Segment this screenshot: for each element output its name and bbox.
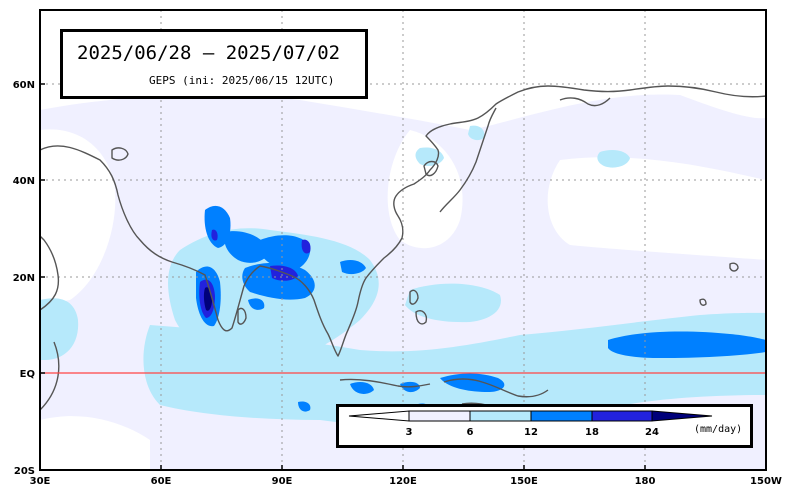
- x-tick-label: 60E: [151, 476, 172, 487]
- model-init: GEPS (ini: 2025/06/15 12UTC): [149, 74, 335, 87]
- x-tick-labels: 30E 60E 90E 120E 150E 180 150W: [30, 476, 782, 487]
- legend-unit: (mm/day): [694, 424, 743, 435]
- colorbar: [348, 410, 713, 422]
- x-tick-label: 120E: [389, 476, 417, 487]
- tick-marks: [39, 83, 767, 471]
- y-tick-label: 20N: [13, 273, 35, 284]
- y-tick-labels: 60N 40N 20N EQ 20S: [13, 80, 35, 477]
- legend-level-label: 24: [645, 427, 659, 438]
- y-tick-label: 40N: [13, 176, 35, 187]
- x-tick-label: 150W: [750, 476, 782, 487]
- colorbar-bin-18-24: [591, 410, 653, 422]
- legend-level-label: 12: [524, 427, 538, 438]
- colorbar-upper-arrow: [651, 410, 713, 422]
- precip-field: [40, 10, 766, 470]
- colorbar-legend: 3 6 12 18 24 (mm/day): [336, 404, 753, 448]
- colorbar-lower-arrow: [348, 410, 410, 422]
- colorbar-bin-6-12: [469, 410, 532, 422]
- coastlines: [40, 85, 766, 429]
- x-tick-label: 90E: [272, 476, 293, 487]
- legend-level-label: 18: [585, 427, 599, 438]
- colorbar-bin-3-6: [408, 410, 471, 422]
- colorbar-bin-12-18: [530, 410, 593, 422]
- y-tick-label: EQ: [20, 369, 35, 380]
- y-tick-label: 60N: [13, 80, 35, 91]
- forecast-period: 2025/06/28 – 2025/07/02: [77, 42, 341, 64]
- legend-level-label: 3: [405, 427, 413, 438]
- title-box: 2025/06/28 – 2025/07/02 GEPS (ini: 2025/…: [60, 29, 368, 99]
- x-tick-label: 180: [635, 476, 656, 487]
- x-tick-label: 150E: [510, 476, 538, 487]
- y-tick-label: 20S: [14, 466, 35, 477]
- dry-areas: [40, 129, 766, 470]
- x-tick-label: 30E: [30, 476, 51, 487]
- legend-level-label: 6: [466, 427, 474, 438]
